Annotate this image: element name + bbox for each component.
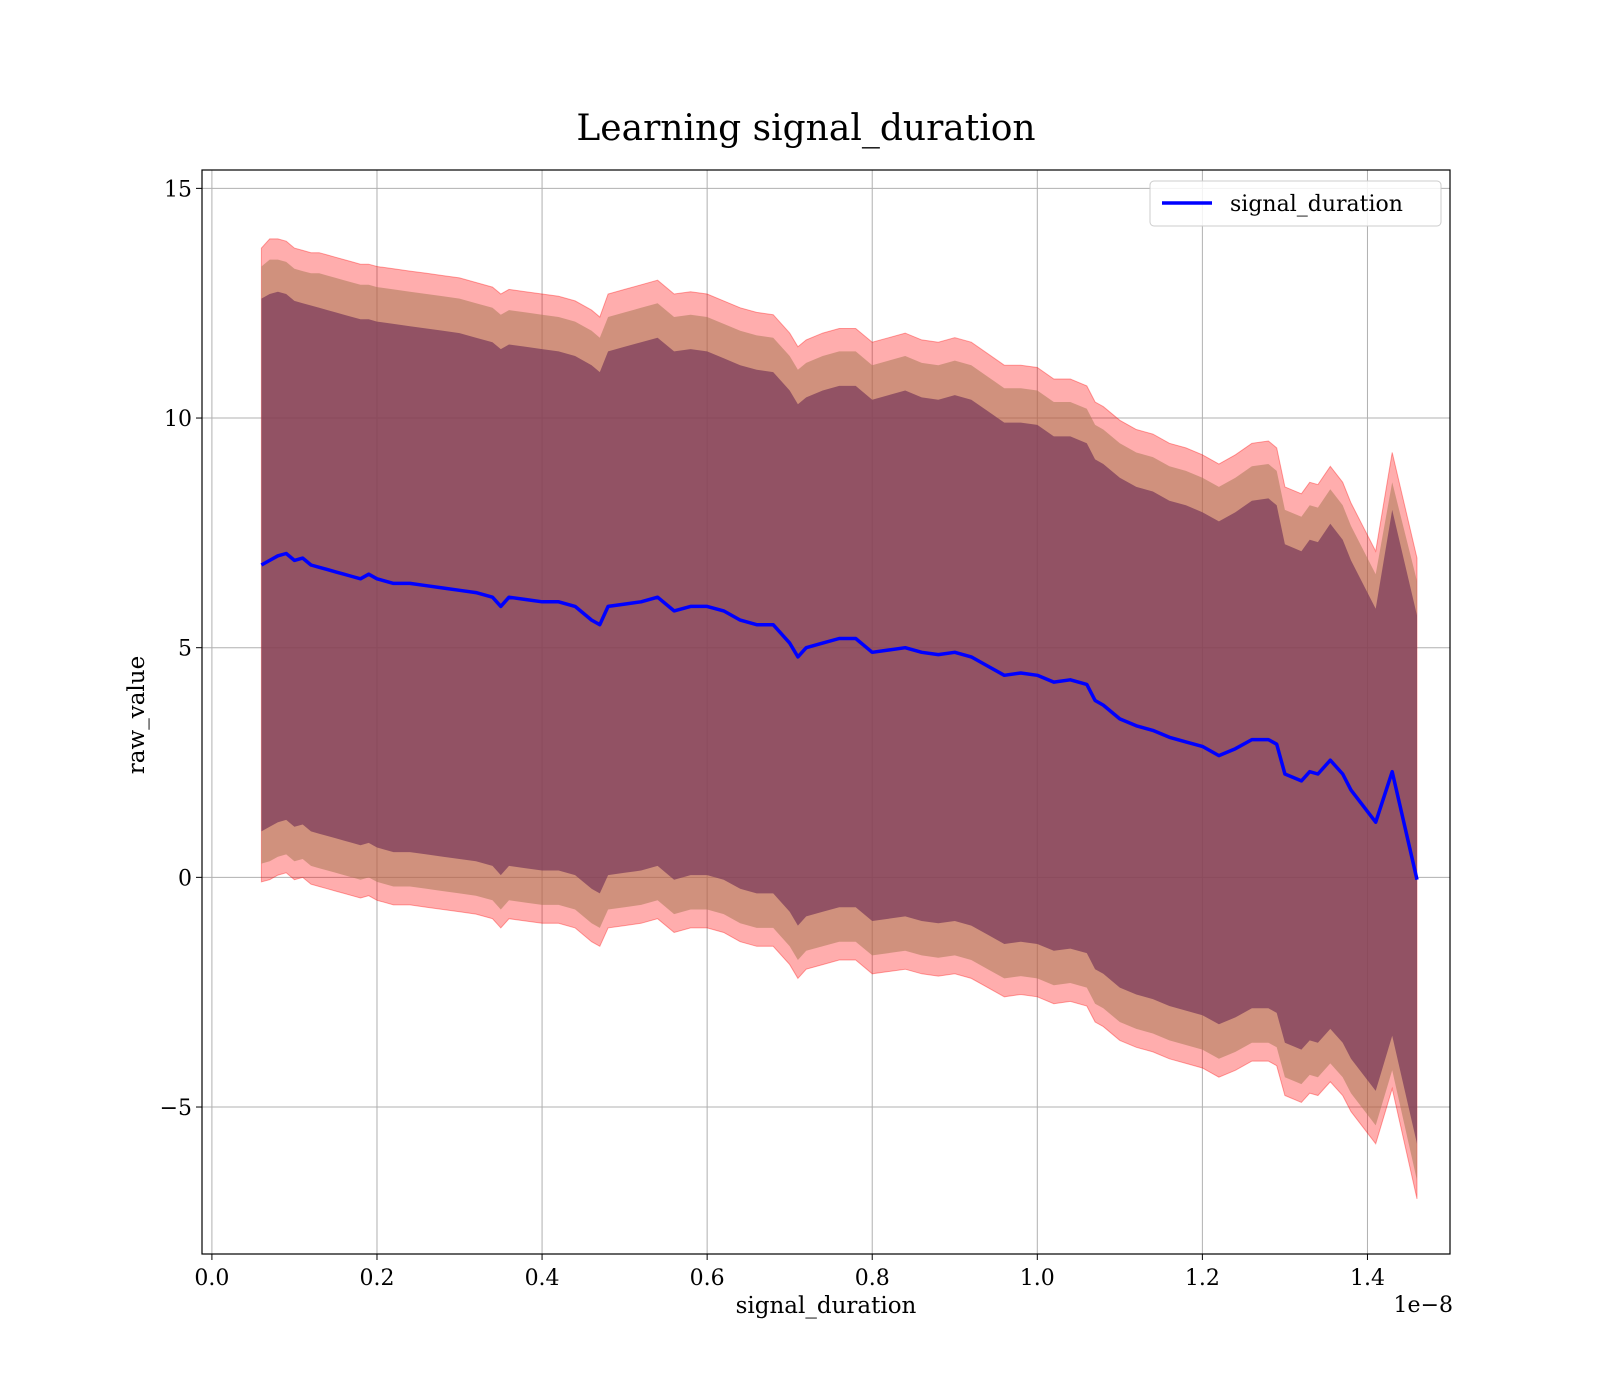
x-tick-label: 0.4 (525, 1266, 560, 1291)
x-tick-label: 0.0 (194, 1266, 229, 1291)
y-tick-label: 5 (178, 637, 192, 662)
y-tick-label: 0 (178, 866, 192, 891)
x-axis-offset-label: 1e−8 (1394, 1293, 1453, 1318)
x-tick-label: 0.2 (359, 1266, 394, 1291)
confidence-bands (260, 238, 1418, 1200)
x-tick-label: 1.4 (1350, 1266, 1385, 1291)
y-tick-label: 10 (164, 407, 192, 432)
chart-title: Learning signal_duration (576, 108, 1035, 149)
y-tick-label: 15 (164, 177, 192, 202)
legend: signal_duration (1149, 180, 1442, 227)
series-lines (260, 551, 1419, 881)
axis-ticks: 0.0 0.2 0.4 0.6 0.8 1.0 1.2 1.4 −5 0 5 10 15 (160, 177, 1385, 1291)
x-axis-label: signal_duration (736, 1293, 917, 1319)
plot-frame (201, 169, 1451, 1255)
band-inner (261, 291, 1417, 1144)
x-tick-label: 0.8 (855, 1266, 890, 1291)
legend-entry-signal-duration: signal_duration (1230, 192, 1403, 217)
series-line-signal-duration (260, 551, 1419, 881)
legend-box (1149, 180, 1442, 227)
x-tick-label: 0.6 (690, 1266, 725, 1291)
x-tick-label: 1.2 (1185, 1266, 1220, 1291)
y-tick-label: −5 (160, 1096, 192, 1121)
y-axis-label: raw_value (124, 656, 150, 774)
x-tick-label: 1.0 (1020, 1266, 1055, 1291)
plot-area (201, 169, 1451, 1255)
